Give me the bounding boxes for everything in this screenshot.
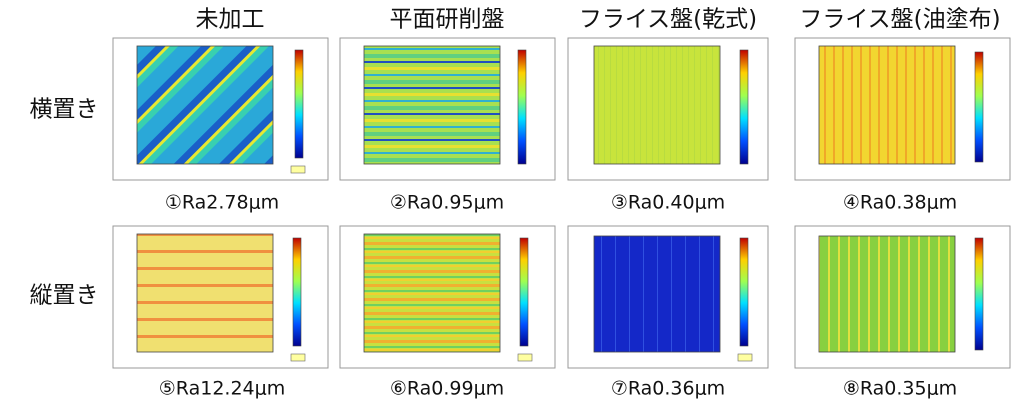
surface-image: [795, 38, 1010, 180]
caption: ⑥Ra0.99μm: [390, 378, 504, 400]
column-header: 平面研削盤: [390, 7, 505, 33]
surface-image: [113, 226, 328, 368]
caption: ①Ra2.78μm: [165, 192, 279, 214]
caption: ③Ra0.40μm: [611, 192, 725, 214]
caption: ②Ra0.95μm: [390, 192, 504, 214]
surface-image: [568, 226, 768, 368]
column-header: フライス盤(乾式): [579, 7, 757, 33]
row-label: 横置き: [30, 97, 99, 123]
caption: ⑤Ra12.24μm: [159, 378, 285, 400]
surface-image: [795, 226, 1010, 368]
caption: ④Ra0.38μm: [843, 192, 957, 214]
column-header: フライス盤(油塗布): [799, 7, 1000, 33]
caption: ⑦Ra0.36μm: [611, 378, 725, 400]
figure: 未加工 平面研削盤 フライス盤(乾式) フライス盤(油塗布) 横置き 縦置き ①…: [0, 0, 1034, 402]
surface-image: [340, 38, 555, 180]
column-header: 未加工: [196, 7, 265, 33]
row-label: 縦置き: [30, 283, 99, 309]
surface-image: [113, 38, 328, 180]
caption: ⑧Ra0.35μm: [843, 378, 957, 400]
surface-image: [340, 226, 555, 368]
surface-image: [568, 38, 768, 180]
